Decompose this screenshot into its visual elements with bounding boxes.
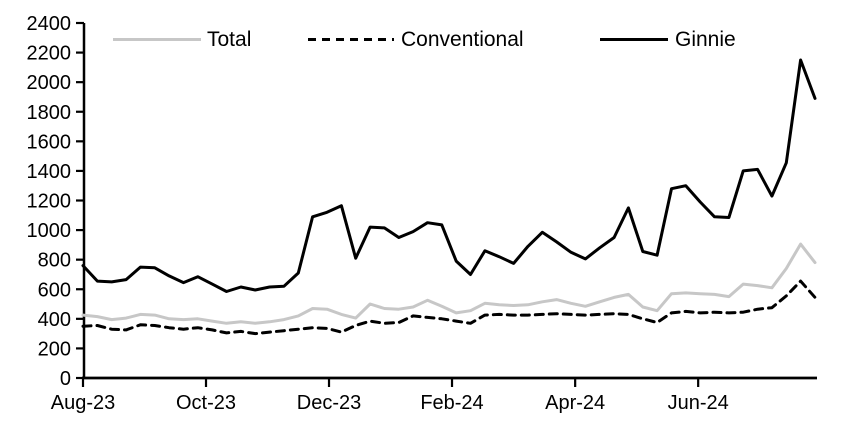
x-tick-label: Apr-24 (545, 392, 605, 414)
y-tick-label: 800 (38, 250, 71, 272)
legend-label-ginnie: Ginnie (675, 28, 736, 51)
y-tick-label: 400 (38, 309, 71, 331)
x-tick-label: Aug-23 (51, 392, 116, 414)
y-tick-label: 1000 (27, 220, 72, 242)
legend-line-conventional-icon (308, 38, 394, 41)
x-tick-label: Feb-24 (420, 392, 483, 414)
y-tick-label: 1200 (27, 191, 72, 213)
legend-line-ginnie-icon (600, 38, 668, 41)
series-line-conventional (81, 279, 817, 336)
y-tick-label: 1800 (27, 102, 72, 124)
y-tick-label: 1600 (27, 131, 72, 153)
legend-label-conventional: Conventional (401, 28, 524, 51)
legend-item-ginnie: Ginnie (600, 29, 736, 50)
series-line-ginnie (81, 58, 817, 293)
y-tick-label: 200 (38, 338, 71, 360)
series-line-total (81, 242, 817, 325)
y-tick-label: 2000 (27, 72, 72, 94)
y-tick-label: 1400 (27, 161, 72, 183)
legend-item-total: Total (113, 29, 251, 50)
x-tick-label: Jun-24 (668, 392, 729, 414)
y-tick-label: 2200 (27, 43, 72, 65)
y-tick-label: 2400 (27, 13, 72, 35)
y-tick-label: 0 (60, 368, 71, 390)
y-tick-label: 600 (38, 279, 71, 301)
legend-label-total: Total (207, 28, 252, 51)
legend-item-conventional: Conventional (308, 29, 524, 50)
x-tick-label: Dec-23 (297, 392, 361, 414)
legend-line-total-icon (113, 38, 201, 41)
x-tick-label: Oct-23 (176, 392, 236, 414)
